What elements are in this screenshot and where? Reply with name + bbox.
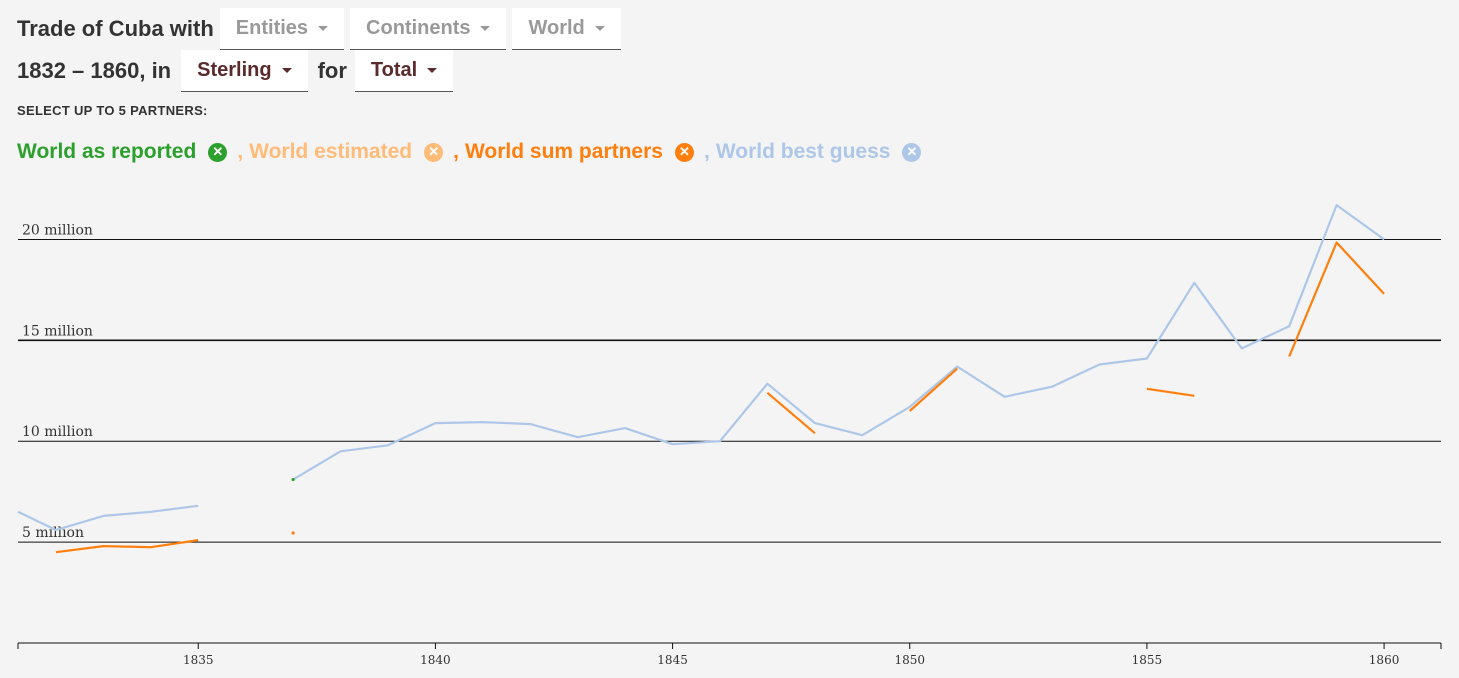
partner-name: World best guess (715, 140, 891, 163)
x-tick-label: 1835 (183, 653, 214, 667)
series-line (292, 204, 1385, 481)
close-circle-icon[interactable]: ✕ (424, 142, 444, 162)
continents-dropdown-label: Continents (366, 17, 471, 39)
partner-separator: , (453, 140, 459, 163)
caret-down-icon (281, 68, 292, 73)
caret-down-icon (480, 26, 491, 31)
partner-name: World estimated (249, 140, 413, 163)
series-line (1288, 241, 1385, 357)
x-tick-label: 1845 (657, 653, 688, 667)
partner-item: World sum partners ✕ (465, 140, 694, 164)
partner-item: World estimated ✕ (249, 140, 444, 164)
world-dropdown-label: World (528, 17, 585, 39)
series-line (1146, 387, 1195, 397)
partner-list: World as reported ✕, World estimated ✕, Worl… (17, 140, 922, 164)
for-label: for (317, 58, 347, 83)
partner-separator: , (237, 140, 244, 163)
series-line (766, 391, 816, 435)
caret-down-icon (318, 26, 329, 31)
period-row: 1832 – 1860, in Sterling for Total (17, 50, 459, 92)
currency-dropdown[interactable]: Sterling (181, 50, 308, 92)
title-row: Trade of Cuba with Entities Continents W… (17, 8, 627, 50)
partner-item: World as reported ✕ (17, 140, 228, 164)
select-partners-label: SELECT UP TO 5 PARTNERS: (17, 103, 208, 118)
y-tick-label: 15 million (22, 323, 93, 339)
series-line (908, 367, 958, 412)
x-tick-label: 1840 (420, 653, 451, 667)
x-tick-label: 1860 (1369, 653, 1400, 667)
series-point (291, 477, 295, 482)
y-tick-label: 10 million (22, 424, 93, 440)
close-circle-icon[interactable]: ✕ (902, 142, 922, 162)
y-tick-label: 20 million (22, 222, 93, 238)
close-circle-icon[interactable]: ✕ (674, 142, 694, 162)
entities-dropdown[interactable]: Entities (219, 8, 345, 50)
caret-down-icon (427, 68, 438, 73)
continents-dropdown[interactable]: Continents (350, 8, 507, 50)
period-label: 1832 – 1860, in (17, 58, 172, 83)
partner-item: World best guess ✕ (716, 140, 922, 164)
series-line (17, 504, 199, 532)
page-title: Trade of Cuba with (17, 16, 214, 41)
close-circle-icon[interactable]: ✕ (208, 142, 228, 162)
partner-name: World as reported (17, 140, 197, 163)
flow-dropdown[interactable]: Total (354, 50, 454, 92)
series-line (55, 539, 199, 554)
flow-dropdown-label: Total (370, 59, 418, 81)
partner-separator: , (703, 140, 710, 163)
world-dropdown[interactable]: World (512, 8, 621, 50)
entities-dropdown-label: Entities (235, 17, 309, 39)
currency-dropdown-label: Sterling (197, 59, 272, 81)
caret-down-icon (594, 26, 605, 31)
y-tick-label: 5 million (22, 525, 84, 541)
partner-name: World sum partners (464, 140, 663, 163)
x-tick-label: 1850 (894, 653, 925, 667)
series-point (291, 531, 295, 535)
x-tick-label: 1855 (1132, 653, 1163, 667)
